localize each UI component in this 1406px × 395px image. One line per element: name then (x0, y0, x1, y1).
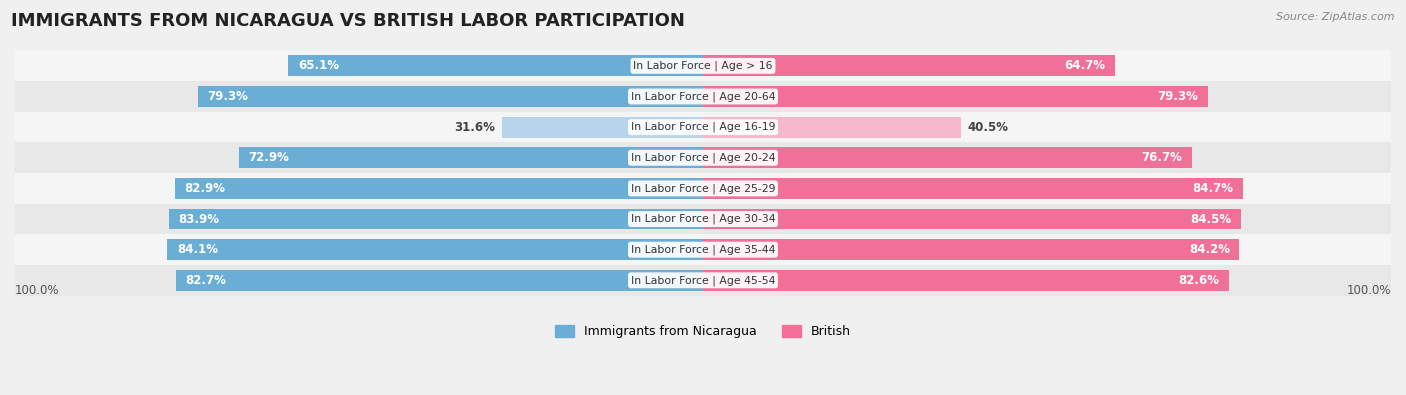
Text: In Labor Force | Age 30-34: In Labor Force | Age 30-34 (631, 214, 775, 224)
Text: Source: ZipAtlas.com: Source: ZipAtlas.com (1277, 12, 1395, 22)
Legend: Immigrants from Nicaragua, British: Immigrants from Nicaragua, British (550, 320, 856, 343)
Bar (703, 55, 1115, 76)
Bar (703, 178, 1243, 199)
Text: 84.2%: 84.2% (1189, 243, 1230, 256)
Text: 82.9%: 82.9% (184, 182, 225, 195)
Bar (169, 209, 703, 229)
Text: 82.7%: 82.7% (186, 274, 226, 287)
Text: 100.0%: 100.0% (1347, 284, 1391, 297)
Text: 100.0%: 100.0% (15, 284, 59, 297)
Text: 83.9%: 83.9% (179, 213, 219, 226)
Bar (703, 209, 1241, 229)
Bar (703, 147, 1192, 168)
Text: In Labor Force | Age 45-54: In Labor Force | Age 45-54 (631, 275, 775, 286)
Text: 72.9%: 72.9% (247, 151, 290, 164)
Text: IMMIGRANTS FROM NICARAGUA VS BRITISH LABOR PARTICIPATION: IMMIGRANTS FROM NICARAGUA VS BRITISH LAB… (11, 12, 685, 30)
Text: 40.5%: 40.5% (967, 120, 1008, 134)
Bar (3, 112, 1403, 143)
Bar (198, 86, 703, 107)
Text: In Labor Force | Age 20-24: In Labor Force | Age 20-24 (631, 152, 775, 163)
Bar (239, 147, 703, 168)
Bar (3, 51, 1403, 81)
Text: 64.7%: 64.7% (1064, 59, 1105, 72)
Text: 79.3%: 79.3% (1157, 90, 1198, 103)
Text: In Labor Force | Age > 16: In Labor Force | Age > 16 (633, 60, 773, 71)
Text: 84.1%: 84.1% (177, 243, 218, 256)
Bar (703, 117, 960, 137)
Bar (167, 239, 703, 260)
Text: 76.7%: 76.7% (1142, 151, 1182, 164)
Bar (502, 117, 703, 137)
Bar (703, 270, 1229, 291)
Text: 84.5%: 84.5% (1191, 213, 1232, 226)
Bar (174, 178, 703, 199)
Bar (3, 234, 1403, 265)
Text: 79.3%: 79.3% (208, 90, 249, 103)
Bar (703, 86, 1208, 107)
Bar (3, 265, 1403, 295)
Text: 84.7%: 84.7% (1192, 182, 1233, 195)
Bar (3, 173, 1403, 204)
Text: 65.1%: 65.1% (298, 59, 339, 72)
Bar (703, 239, 1239, 260)
Bar (3, 143, 1403, 173)
Text: In Labor Force | Age 25-29: In Labor Force | Age 25-29 (631, 183, 775, 194)
Text: In Labor Force | Age 35-44: In Labor Force | Age 35-44 (631, 245, 775, 255)
Bar (3, 204, 1403, 234)
Text: 82.6%: 82.6% (1178, 274, 1219, 287)
Text: 31.6%: 31.6% (454, 120, 495, 134)
Text: In Labor Force | Age 16-19: In Labor Force | Age 16-19 (631, 122, 775, 132)
Bar (3, 81, 1403, 112)
Bar (288, 55, 703, 76)
Bar (176, 270, 703, 291)
Text: In Labor Force | Age 20-64: In Labor Force | Age 20-64 (631, 91, 775, 102)
